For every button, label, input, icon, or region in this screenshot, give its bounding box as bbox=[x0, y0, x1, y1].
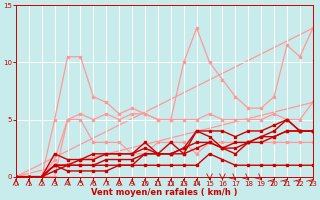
X-axis label: Vent moyen/en rafales ( km/h ): Vent moyen/en rafales ( km/h ) bbox=[91, 188, 238, 197]
